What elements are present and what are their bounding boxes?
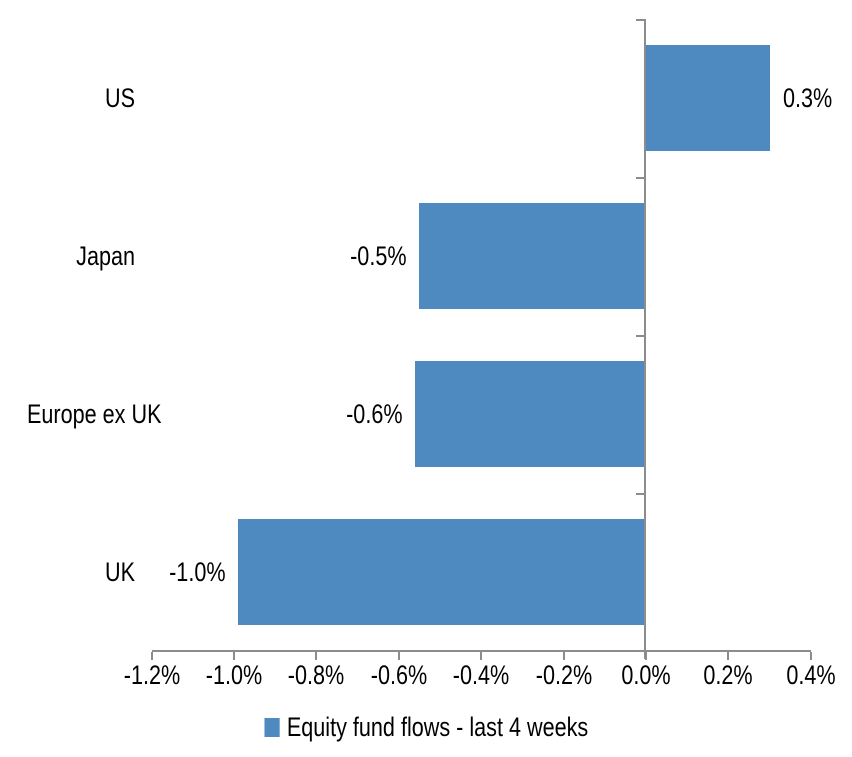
category-tick-mark <box>636 493 644 495</box>
value-tick-label--1-2-: -1.2% <box>123 660 180 690</box>
legend-series-marker-icon <box>264 717 280 737</box>
value-tick-mark <box>315 652 318 660</box>
category-tick-mark <box>636 19 644 21</box>
data-label-japan: -0.5% <box>349 241 407 271</box>
category-tick-mark <box>636 335 644 337</box>
value-tick-label--0-2-: -0.2% <box>535 660 592 690</box>
value-tick-mark <box>562 652 565 660</box>
value-tick-mark <box>480 652 483 660</box>
legend: Equity fund flows - last 4 weeks <box>0 712 852 742</box>
bar-us <box>646 45 770 151</box>
value-tick-label-0-4-: 0.4% <box>786 660 836 690</box>
value-axis-line <box>151 650 811 652</box>
category-label-europe-ex-uk: Europe ex UK <box>27 399 162 429</box>
category-axis-line <box>644 19 646 659</box>
value-tick-mark <box>809 652 812 660</box>
value-tick-label--1-0-: -1.0% <box>205 660 263 690</box>
category-label-uk: UK <box>104 557 135 587</box>
bar-japan <box>419 203 646 309</box>
bar-europe-ex-uk <box>415 361 646 467</box>
category-label-japan: Japan <box>76 241 135 271</box>
value-tick-label-0-0-: 0.0% <box>621 660 671 690</box>
value-tick-mark <box>645 652 647 660</box>
category-label-us: US <box>104 83 135 113</box>
category-tick-mark <box>636 177 644 179</box>
value-tick-mark <box>397 652 400 660</box>
value-tick-mark <box>727 652 730 660</box>
value-tick-mark <box>150 652 153 660</box>
data-label-europe-ex-uk: -0.6% <box>345 399 403 429</box>
legend-series-label: Equity fund flows - last 4 weeks <box>286 712 588 742</box>
data-label-uk: -1.0% <box>168 557 226 587</box>
value-tick-mark <box>233 652 235 660</box>
bar-uk <box>238 519 646 625</box>
legend-entry: Equity fund flows - last 4 weeks <box>264 712 588 742</box>
value-tick-label--0-4-: -0.4% <box>452 660 510 690</box>
value-tick-label--0-6-: -0.6% <box>370 660 428 690</box>
value-tick-label--0-8-: -0.8% <box>288 660 345 690</box>
data-label-us: 0.3% <box>782 83 832 113</box>
value-tick-label-0-2-: 0.2% <box>703 660 754 690</box>
